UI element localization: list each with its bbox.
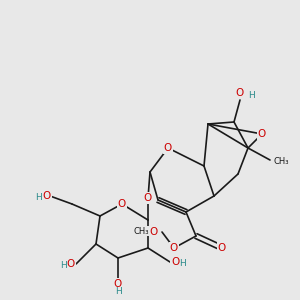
Text: H: H: [179, 259, 186, 268]
Text: CH₃: CH₃: [134, 226, 149, 236]
Text: O: O: [114, 279, 122, 289]
Text: O: O: [218, 243, 226, 253]
Text: O: O: [171, 257, 179, 267]
Text: O: O: [170, 243, 178, 253]
Text: O: O: [43, 191, 51, 201]
Text: O: O: [67, 259, 75, 269]
Text: O: O: [164, 143, 172, 153]
Text: O: O: [258, 129, 266, 139]
Text: CH₃: CH₃: [274, 158, 290, 166]
Text: O: O: [144, 193, 152, 203]
Text: H: H: [35, 193, 42, 202]
Text: O: O: [118, 199, 126, 209]
Text: H: H: [248, 92, 255, 100]
Text: O: O: [236, 88, 244, 98]
Text: O: O: [150, 227, 158, 237]
Text: H: H: [60, 260, 67, 269]
Text: H: H: [115, 287, 122, 296]
